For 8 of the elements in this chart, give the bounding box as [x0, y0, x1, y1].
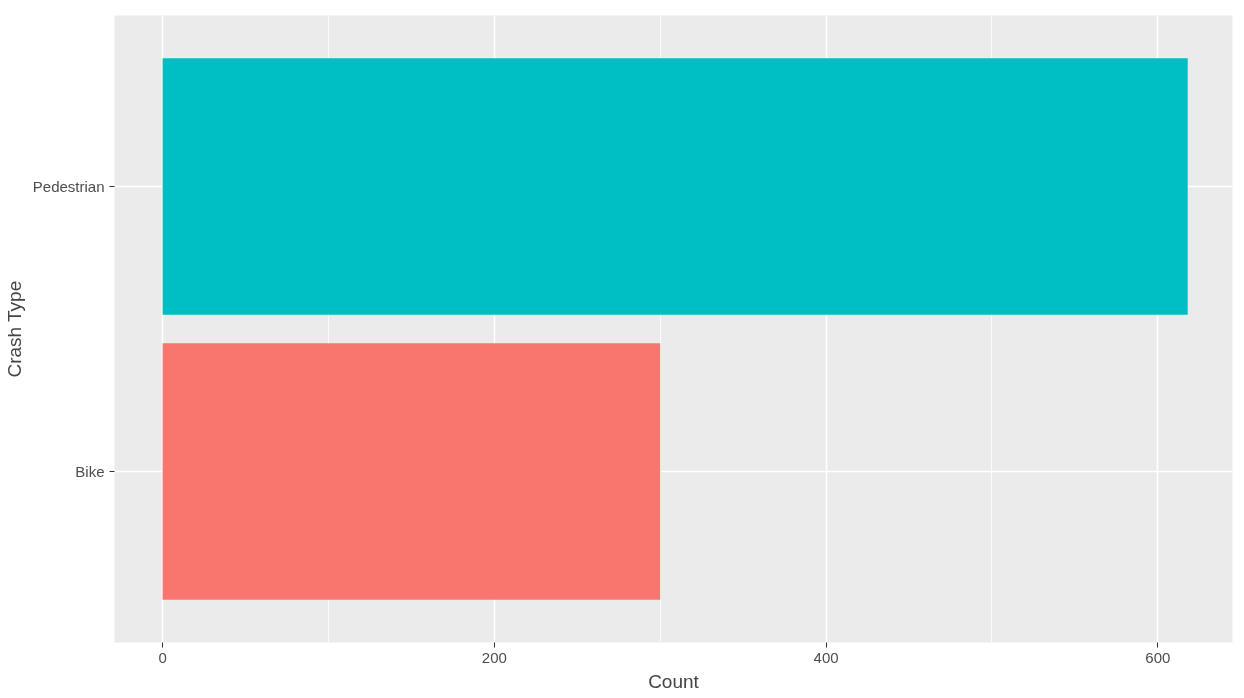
y-axis-title: Crash Type: [3, 280, 25, 378]
x-axis-title: Count: [648, 670, 700, 692]
y-tick-label: Bike: [75, 463, 105, 480]
x-tick-label: 0: [158, 648, 167, 666]
y-tick-label: Pedestrian: [32, 178, 105, 195]
x-tick-label: 400: [813, 648, 839, 666]
x-tick-label: 200: [481, 648, 507, 666]
x-tick-label: 600: [1145, 648, 1171, 666]
